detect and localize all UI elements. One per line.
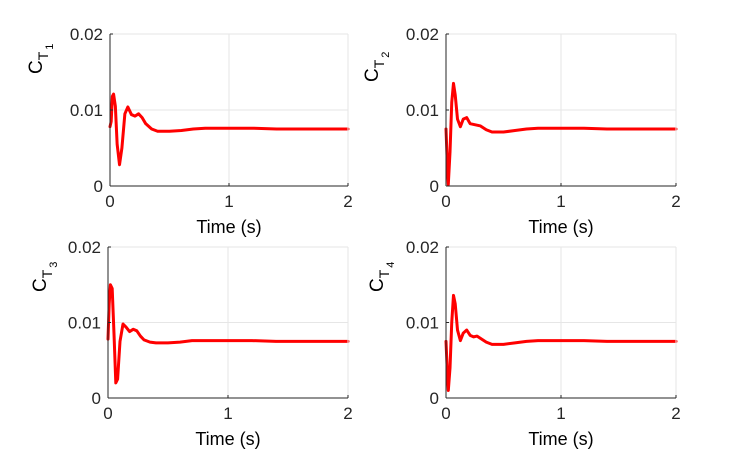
- series-line-1-0: [108, 92, 350, 167]
- y-axis-label-sub-3: T: [39, 269, 55, 278]
- y-axis-label-main-2: C: [362, 68, 383, 82]
- subplot-4: 0 1 2 0 0.01 0.02 Time (s) CT4: [367, 238, 681, 449]
- x-tick-label-4-2: 2: [671, 404, 680, 423]
- y-axis-label-3: CT3: [30, 262, 60, 292]
- x-tick-label-2-1: 1: [556, 192, 565, 211]
- y-axis-label-index-3: 3: [48, 262, 60, 268]
- y-axis-label-index-4: 4: [385, 262, 397, 268]
- y-tick-label-4-1: 0.01: [406, 314, 439, 333]
- y-axis-label-1: CT1: [26, 44, 56, 74]
- y-axis-label-sub-4: T: [376, 269, 392, 278]
- x-axis-label-4: Time (s): [528, 429, 593, 449]
- x-tick-label-1-1: 1: [224, 192, 233, 211]
- y-axis-label-index-1: 1: [44, 44, 56, 50]
- y-axis-label-main-1: C: [26, 60, 47, 74]
- y-tick-label-1-0: 0: [94, 177, 103, 196]
- series-line-4-0: [444, 293, 678, 392]
- y-axis-label-main-4: C: [367, 278, 388, 292]
- x-tick-label-1-0: 0: [105, 192, 114, 211]
- x-tick-label-4-1: 1: [556, 404, 565, 423]
- y-axis-label-2: CT2: [362, 52, 392, 82]
- x-tick-label-3-1: 1: [223, 404, 232, 423]
- x-tick-label-4-0: 0: [441, 404, 450, 423]
- x-tick-label-2-2: 2: [671, 192, 680, 211]
- y-tick-label-4-0: 0: [430, 389, 439, 408]
- series-line-3-0: [106, 283, 350, 385]
- y-axis-label-sub-1: T: [35, 51, 51, 60]
- y-axis-label-4: CT4: [367, 262, 397, 292]
- x-tick-label-1-2: 2: [343, 192, 352, 211]
- series-line-2-0: [444, 81, 678, 186]
- x-axis-label-2: Time (s): [528, 217, 593, 237]
- y-axis-label-sub-2: T: [371, 59, 387, 68]
- y-tick-label-2-2: 0.02: [406, 25, 439, 44]
- y-tick-label-3-2: 0.02: [68, 238, 101, 257]
- y-tick-label-2-0: 0: [430, 177, 439, 196]
- x-axis-label-3: Time (s): [195, 429, 260, 449]
- y-tick-label-1-1: 0.01: [70, 101, 103, 120]
- y-tick-label-2-1: 0.01: [406, 101, 439, 120]
- x-tick-label-3-0: 0: [103, 404, 112, 423]
- subplot-3: 0 1 2 0 0.01 0.02 Time (s) CT3: [30, 238, 353, 449]
- y-tick-label-1-2: 0.02: [70, 25, 103, 44]
- y-tick-label-4-2: 0.02: [406, 238, 439, 257]
- y-axis-label-main-3: C: [30, 278, 51, 292]
- x-tick-label-2-0: 0: [441, 192, 450, 211]
- x-axis-label-1: Time (s): [196, 217, 261, 237]
- y-tick-label-3-0: 0: [92, 389, 101, 408]
- y-tick-label-3-1: 0.01: [68, 314, 101, 333]
- y-axis-label-index-2: 2: [380, 52, 392, 58]
- x-tick-label-3-2: 2: [343, 404, 352, 423]
